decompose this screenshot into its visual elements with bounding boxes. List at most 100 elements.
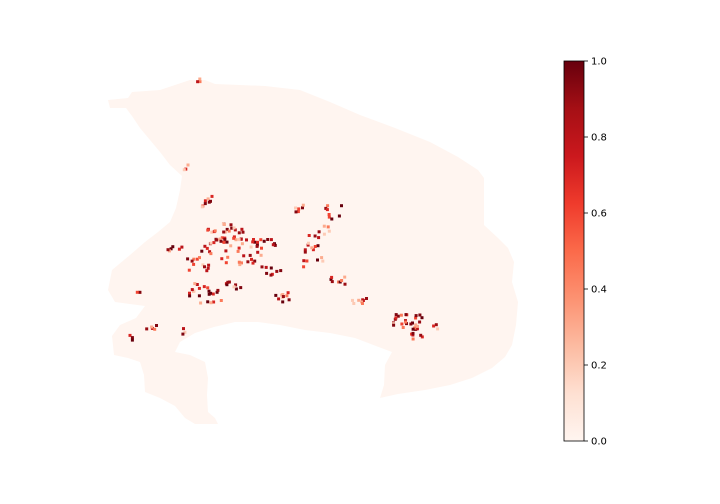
hotspot-cell <box>207 289 211 293</box>
hotspot-cell <box>166 248 170 252</box>
hotspot-cell <box>316 244 320 248</box>
hotspot-cell <box>207 263 211 267</box>
hotspot-cell <box>193 282 197 286</box>
hotspot-cell <box>404 320 408 324</box>
hotspot-cell <box>411 337 415 341</box>
hotspot-cell <box>240 261 243 265</box>
hotspot-cell <box>294 206 297 210</box>
hotspot-cell <box>246 260 250 264</box>
hotspot-cell <box>322 232 326 236</box>
hotspot-cell <box>330 280 334 284</box>
hotspot-cell <box>240 242 244 246</box>
hotspot-cell <box>307 234 311 237</box>
hotspot-cell <box>302 259 306 263</box>
hotspot-cell <box>232 236 236 240</box>
hotspot-cell <box>200 249 204 253</box>
hotspot-cell <box>343 282 347 286</box>
hotspot-cell <box>360 300 364 304</box>
hotspot-cell <box>211 292 215 296</box>
hotspot-cell <box>404 313 408 317</box>
hotspot-cell <box>229 223 233 227</box>
hotspot-cell <box>222 240 226 244</box>
hotspot-cell <box>321 259 325 263</box>
hotspot-cell <box>205 269 209 273</box>
hotspot-cell <box>285 294 289 298</box>
colorbar-tick-label: 0.8 <box>591 133 607 144</box>
hotspot-cell <box>313 245 317 248</box>
hotspot-cell <box>352 302 356 305</box>
hotspot-cell <box>249 245 253 249</box>
hotspot-cell <box>237 231 241 235</box>
hotspot-cell <box>419 333 423 337</box>
hotspot-cell <box>259 253 263 257</box>
hotspot-cell <box>392 323 396 327</box>
hotspot-cell <box>206 286 210 290</box>
hotspot-cell <box>203 265 206 269</box>
hotspot-cell <box>150 325 154 329</box>
hotspot-cell <box>394 313 398 317</box>
hotspot-cell <box>220 257 224 261</box>
hotspot-cell <box>203 199 207 203</box>
hotspot-cell <box>396 314 400 318</box>
hotspot-cell <box>414 316 418 320</box>
hotspot-cell <box>195 257 199 261</box>
hotspot-cell <box>206 228 210 232</box>
hotspot-cell <box>206 197 210 201</box>
hotspot-cell <box>219 299 223 302</box>
hotspot-cell <box>222 223 226 226</box>
hotspot-cell <box>188 291 191 295</box>
hotspot-cell <box>251 261 255 265</box>
hotspot-cell <box>223 237 227 241</box>
hotspot-cell <box>260 265 264 269</box>
hotspot-cell <box>296 210 300 214</box>
hotspot-cell <box>220 236 224 240</box>
hotspot-cell <box>190 259 194 263</box>
hotspot-cell <box>266 238 270 241</box>
hotspot-cell <box>256 250 260 254</box>
hotspot-cell <box>169 247 173 251</box>
hotspot-cell <box>411 331 415 335</box>
hotspot-cell <box>187 268 191 272</box>
hotspot-cell <box>224 261 228 265</box>
hotspot-cell <box>202 285 206 289</box>
region-landmass <box>108 80 518 424</box>
hotspot-cell <box>209 291 213 295</box>
hotspot-cell <box>252 238 255 241</box>
hotspot-cell <box>198 77 202 81</box>
hotspot-cell <box>215 238 219 242</box>
hotspot-cell <box>286 291 290 295</box>
hotspot-cell <box>306 243 310 247</box>
hotspot-cell <box>414 323 418 327</box>
hotspot-cell <box>337 280 340 284</box>
hotspot-cell <box>264 265 268 269</box>
hotspot-cell <box>297 207 301 211</box>
hotspot-cell <box>237 260 241 264</box>
hotspot-cell <box>222 230 226 234</box>
hotspot-cell <box>287 298 291 302</box>
hotspot-cell <box>327 213 331 216</box>
hotspot-cell <box>273 243 277 247</box>
hotspot-cell <box>145 327 149 331</box>
hotspot-cell <box>190 288 194 292</box>
hotspot-cell <box>340 279 344 282</box>
hotspot-cell <box>248 253 252 257</box>
hotspot-cell <box>232 226 236 230</box>
hotspot-cell <box>196 80 200 84</box>
hotspot-cell <box>130 338 134 342</box>
hotspot-cell <box>237 246 241 250</box>
hotspot-cell <box>361 298 365 302</box>
hotspot-cell <box>192 262 196 266</box>
hotspot-cell <box>418 313 422 317</box>
hotspot-cell <box>203 244 207 248</box>
hotspot-cell <box>205 246 209 250</box>
hotspot-cell <box>418 320 422 324</box>
hotspot-cell <box>317 230 321 234</box>
hotspot-cell <box>195 283 199 286</box>
hotspot-cell <box>128 333 132 337</box>
hotspot-cell <box>227 280 231 284</box>
hotspot-cell <box>183 330 187 334</box>
hotspot-cell <box>329 277 333 281</box>
hotspot-cell <box>239 286 243 290</box>
hotspot-cell <box>182 168 186 172</box>
hotspot-cell <box>219 239 223 243</box>
